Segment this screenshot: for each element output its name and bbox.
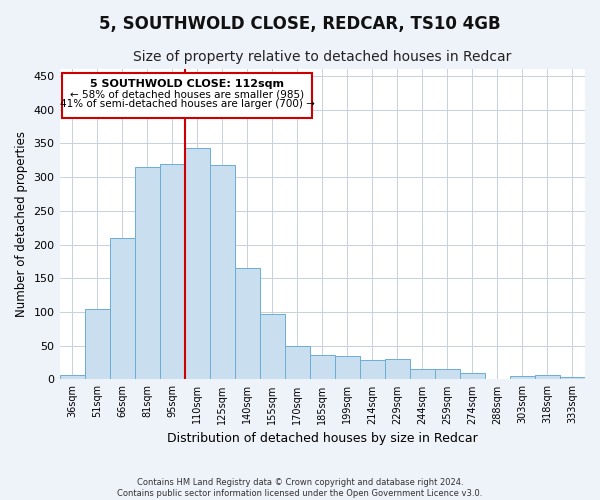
- Bar: [360, 360, 385, 380]
- Bar: [385, 359, 410, 380]
- Bar: [235, 268, 260, 380]
- Title: Size of property relative to detached houses in Redcar: Size of property relative to detached ho…: [133, 50, 511, 64]
- Bar: [285, 346, 310, 380]
- Bar: [110, 238, 134, 380]
- Bar: [185, 148, 209, 380]
- Text: ← 58% of detached houses are smaller (985): ← 58% of detached houses are smaller (98…: [70, 90, 304, 100]
- Y-axis label: Number of detached properties: Number of detached properties: [15, 132, 28, 318]
- Bar: [435, 368, 460, 380]
- Text: 5 SOUTHWOLD CLOSE: 112sqm: 5 SOUTHWOLD CLOSE: 112sqm: [90, 80, 284, 90]
- Bar: [134, 167, 160, 380]
- Bar: [160, 164, 185, 380]
- Bar: [535, 376, 560, 380]
- Text: 5, SOUTHWOLD CLOSE, REDCAR, TS10 4GB: 5, SOUTHWOLD CLOSE, REDCAR, TS10 4GB: [99, 15, 501, 33]
- Bar: [209, 165, 235, 380]
- Text: Contains HM Land Registry data © Crown copyright and database right 2024.
Contai: Contains HM Land Registry data © Crown c…: [118, 478, 482, 498]
- Bar: [335, 356, 360, 380]
- Bar: [59, 374, 85, 380]
- Bar: [410, 368, 435, 380]
- FancyBboxPatch shape: [62, 72, 312, 118]
- Bar: [510, 376, 535, 380]
- Bar: [560, 376, 585, 380]
- Bar: [260, 314, 285, 380]
- Bar: [310, 355, 335, 380]
- X-axis label: Distribution of detached houses by size in Redcar: Distribution of detached houses by size …: [167, 432, 478, 445]
- Text: 41% of semi-detached houses are larger (700) →: 41% of semi-detached houses are larger (…: [60, 99, 314, 109]
- Bar: [460, 374, 485, 380]
- Bar: [85, 308, 110, 380]
